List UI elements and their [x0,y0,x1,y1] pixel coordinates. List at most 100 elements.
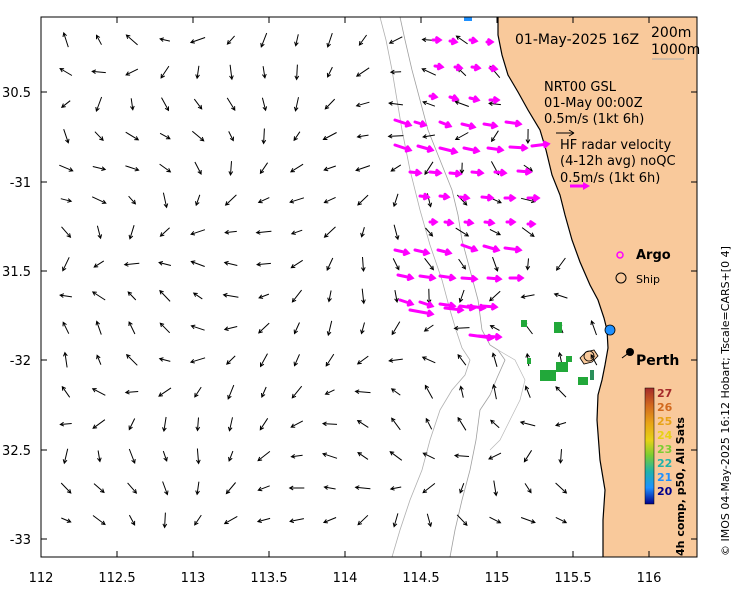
current-vector [493,480,498,497]
radar-vector [428,92,439,101]
current-vector [288,485,305,491]
current-vector [228,161,234,176]
current-vector [291,289,302,303]
radar-vector [418,273,437,282]
radar-vector [508,274,525,282]
current-vector [128,418,136,431]
argo-float[interactable] [604,324,616,336]
radar-vector [438,301,457,310]
current-vector [289,518,304,524]
current-vector [93,483,105,494]
current-vector [590,320,597,336]
current-vector [97,450,102,463]
current-vector [390,164,402,172]
current-vector [421,68,437,76]
current-vector [558,449,564,464]
x-tick-label: 115 [485,571,510,586]
radar-vector [463,218,475,227]
current-vector [261,128,267,145]
radar-vector [396,273,415,281]
current-vector [63,129,70,144]
colorbar-tick: 22 [657,457,672,470]
current-vector [123,261,140,267]
radar-vector [443,305,465,314]
current-vector [59,164,74,172]
current-vector [159,163,172,173]
radar-vector [393,248,411,256]
argo-legend-symbol [616,251,624,259]
coastline [497,17,609,557]
current-vector [256,261,271,267]
current-vector [190,324,205,331]
current-vector [94,131,104,142]
current-vector [229,64,234,81]
current-vector [62,257,70,272]
current-vector [354,485,371,490]
argo-legend-label: Argo [636,248,671,263]
current-vector [60,482,72,494]
current-vector [92,166,107,171]
current-vector [525,258,531,271]
current-vector [424,257,435,271]
current-vector [457,416,467,431]
current-vector [260,353,268,368]
current-vector [525,128,531,145]
current-vector [423,324,434,332]
current-vector [293,354,300,367]
current-vector [257,197,270,204]
current-vector [259,162,269,175]
radar-vector [482,121,499,130]
radar-vector [443,218,455,227]
y-axis-labels: 30.5 -31 31.5 -32 32.5 -33 [2,86,31,548]
current-vector [326,320,333,337]
radar-vector [483,218,496,227]
radar-vector [416,144,435,153]
current-vector [192,292,203,300]
current-vector [294,64,300,81]
current-vector [223,326,238,331]
current-vector [125,165,140,172]
model-date: 01-May 00:00Z [544,96,643,111]
current-vector [455,35,468,45]
radar-vector [460,122,477,130]
current-vector [191,130,205,142]
current-vector [161,97,169,112]
current-vector [259,418,269,431]
radar-vector [460,275,479,283]
x-tick-label: 114.5 [402,571,439,586]
current-vector [360,227,365,238]
current-vector [326,257,334,271]
current-vector [128,225,135,240]
current-vector [357,194,369,206]
current-vector [59,293,72,298]
radar-vector [466,303,487,312]
current-vector [491,383,497,400]
current-vector [258,293,270,299]
radar-vector [398,298,415,307]
current-vector [422,134,435,139]
current-vector [555,257,566,271]
x-tick-label: 112.5 [98,571,135,586]
current-vector [391,417,401,431]
current-vector [555,386,567,398]
current-vector [128,195,137,205]
current-vector [294,34,299,47]
current-vector [195,417,201,432]
radar-vector [503,245,523,254]
current-vector [125,34,138,46]
current-vector [290,420,304,428]
current-vector [158,261,172,266]
current-vector [162,512,168,529]
current-vector [224,229,237,235]
current-vector [290,453,303,459]
current-vector [159,227,170,237]
current-vector [392,193,399,208]
radar-vector [468,36,479,45]
x-tick-label: 112 [29,571,54,586]
current-vector [195,481,200,496]
radar-vector [438,192,451,201]
current-vector [323,196,336,204]
current-vector [492,256,499,272]
current-vector [293,322,300,335]
current-vector [389,486,402,491]
